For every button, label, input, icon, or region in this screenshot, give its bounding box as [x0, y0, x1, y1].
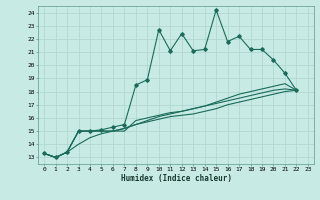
X-axis label: Humidex (Indice chaleur): Humidex (Indice chaleur) — [121, 174, 231, 183]
